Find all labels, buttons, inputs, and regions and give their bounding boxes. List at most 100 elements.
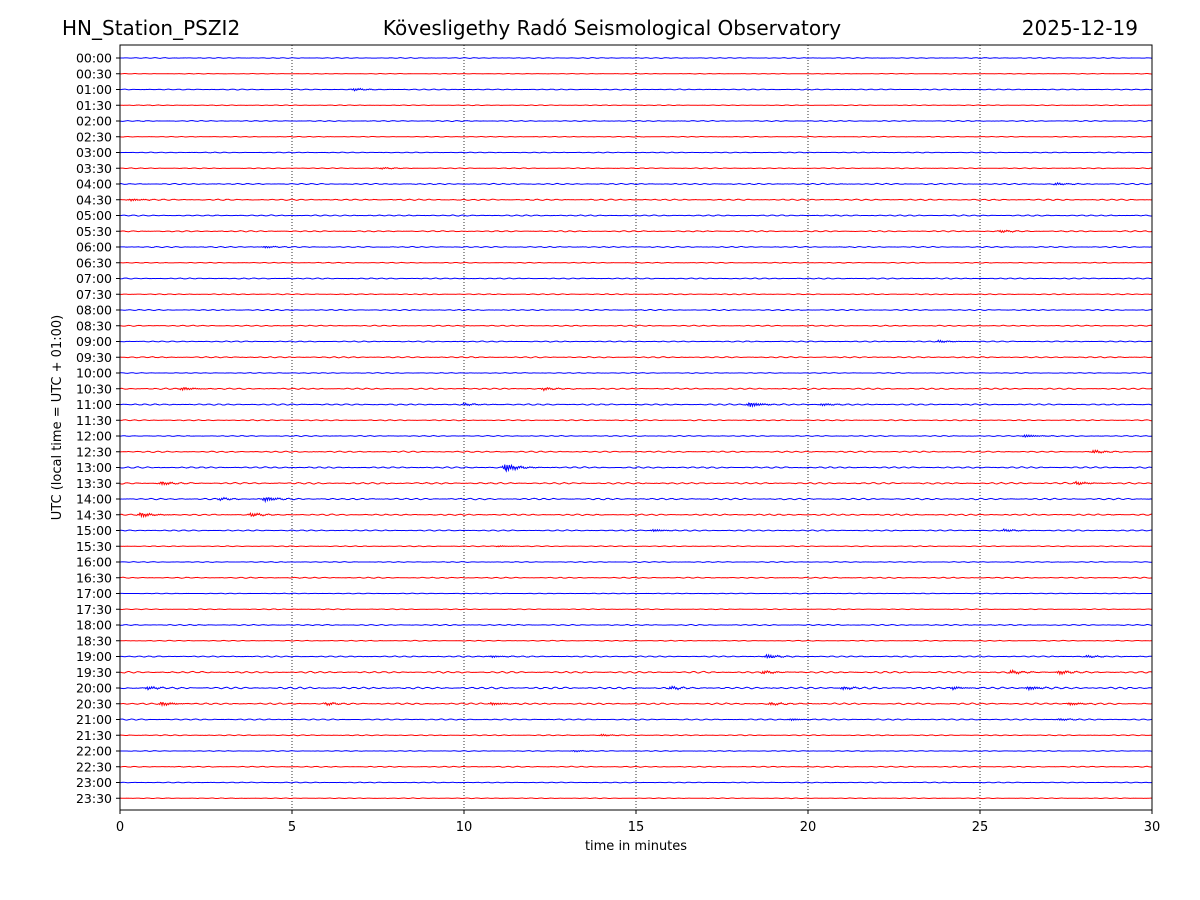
- trace-1100: [119, 402, 1152, 408]
- trace-2130: [119, 733, 1153, 737]
- gridlines: [291, 45, 981, 810]
- y-tick-label: 17:00: [76, 586, 112, 601]
- y-tick-label: 04:30: [76, 192, 112, 207]
- x-tick-label: 10: [456, 820, 473, 835]
- x-tick-label: 15: [628, 820, 645, 835]
- trace-1300: [119, 463, 1153, 473]
- x-tick-label: 30: [1144, 820, 1161, 835]
- x-axis-label: time in minutes: [585, 839, 687, 854]
- y-tick-label: 22:00: [76, 744, 112, 759]
- trace-1600: [119, 561, 1153, 563]
- y-tick-label: 21:30: [76, 728, 112, 743]
- y-tick-label: 08:00: [76, 303, 112, 318]
- y-tick-label: 12:00: [76, 429, 112, 444]
- trace-1800: [119, 623, 1153, 627]
- y-tick-label: 18:00: [76, 618, 112, 633]
- trace-1700: [119, 592, 1153, 595]
- y-tick-label: 16:00: [76, 555, 112, 570]
- y-tick-label: 07:00: [76, 271, 112, 286]
- y-tick-label: 01:30: [76, 98, 112, 113]
- y-tick-label: 01:00: [76, 82, 112, 97]
- y-tick-label: 00:00: [76, 51, 112, 66]
- trace-1900: [119, 653, 1153, 660]
- y-tick-label: 03:00: [76, 145, 112, 160]
- trace-1230: [119, 449, 1153, 454]
- trace-0230: [119, 135, 1153, 138]
- trace-0430: [119, 198, 1152, 203]
- trace-1500: [119, 528, 1153, 533]
- y-tick-label: 08:30: [76, 318, 112, 333]
- y-tick-label: 14:00: [76, 492, 112, 507]
- trace-2100: [119, 718, 1153, 722]
- y-tick-label: 06:30: [76, 255, 112, 270]
- trace-0330: [119, 166, 1153, 170]
- y-tick-label: 04:00: [76, 177, 112, 192]
- y-tick-label: 02:30: [76, 129, 112, 144]
- trace-0530: [119, 229, 1153, 234]
- x-tick-label: 25: [972, 820, 989, 835]
- station-name: HN_Station_PSZI2: [62, 16, 241, 40]
- trace-0400: [119, 181, 1153, 186]
- trace-1730: [119, 608, 1153, 611]
- y-tick-label: 10:00: [76, 366, 112, 381]
- y-tick-label: 13:30: [76, 476, 112, 491]
- trace-0000: [119, 57, 1153, 59]
- y-tick-label: 05:00: [76, 208, 112, 223]
- trace-0030: [119, 72, 1153, 75]
- y-tick-label: 14:30: [76, 507, 112, 522]
- y-tick-label: 15:00: [76, 523, 112, 538]
- y-tick-label: 21:00: [76, 712, 112, 727]
- trace-1330: [119, 480, 1153, 487]
- y-tick-label: 11:00: [76, 397, 112, 412]
- trace-2230: [119, 765, 1153, 768]
- trace-0200: [120, 120, 1153, 122]
- trace-1030: [119, 387, 1153, 392]
- y-tick-label: 07:30: [76, 287, 112, 302]
- y-tick-label: 09:30: [76, 350, 112, 365]
- trace-1530: [119, 545, 1153, 548]
- y-tick-label: 20:30: [76, 696, 112, 711]
- x-tick-label: 5: [288, 820, 296, 835]
- y-tick-label: 23:00: [76, 775, 112, 790]
- y-tick-label: 13:00: [76, 460, 112, 475]
- y-axis-ticks: 00:0000:3001:0001:3002:0002:3003:0003:30…: [76, 51, 120, 806]
- y-tick-label: 19:30: [76, 665, 112, 680]
- y-tick-label: 02:00: [76, 114, 112, 129]
- trace-2300: [119, 781, 1153, 784]
- trace-0600: [119, 245, 1153, 249]
- y-tick-label: 17:30: [76, 602, 112, 617]
- trace-1430: [119, 512, 1153, 519]
- y-tick-label: 12:30: [76, 444, 112, 459]
- trace-0100: [119, 87, 1153, 92]
- x-tick-label: 20: [800, 820, 817, 835]
- trace-1830: [119, 639, 1153, 642]
- trace-0930: [119, 356, 1153, 359]
- trace-1930: [119, 669, 1153, 676]
- trace-0730: [119, 293, 1153, 296]
- y-tick-label: 09:00: [76, 334, 112, 349]
- trace-2200: [119, 749, 1153, 753]
- trace-0800: [119, 308, 1153, 312]
- y-tick-label: 03:30: [76, 161, 112, 176]
- y-tick-label: 06:00: [76, 240, 112, 255]
- seismic-traces: [119, 57, 1153, 800]
- y-tick-label: 19:00: [76, 649, 112, 664]
- trace-0500: [119, 214, 1153, 217]
- y-tick-label: 10:30: [76, 381, 112, 396]
- y-tick-label: 20:00: [76, 681, 112, 696]
- x-axis-ticks: 0 5 10 15 20 25 30: [116, 810, 1160, 835]
- chart-date: 2025-12-19: [1021, 16, 1138, 40]
- trace-1000: [119, 372, 1153, 374]
- trace-1400: [119, 496, 1153, 504]
- y-tick-label: 22:30: [76, 759, 112, 774]
- y-tick-label: 23:30: [76, 791, 112, 806]
- trace-0830: [119, 324, 1153, 327]
- x-tick-label: 0: [116, 820, 124, 835]
- y-tick-label: 18:30: [76, 633, 112, 648]
- trace-0900: [119, 339, 1153, 344]
- trace-1130: [119, 419, 1153, 422]
- y-tick-label: 05:30: [76, 224, 112, 239]
- trace-0300: [119, 151, 1153, 154]
- trace-1630: [119, 576, 1153, 579]
